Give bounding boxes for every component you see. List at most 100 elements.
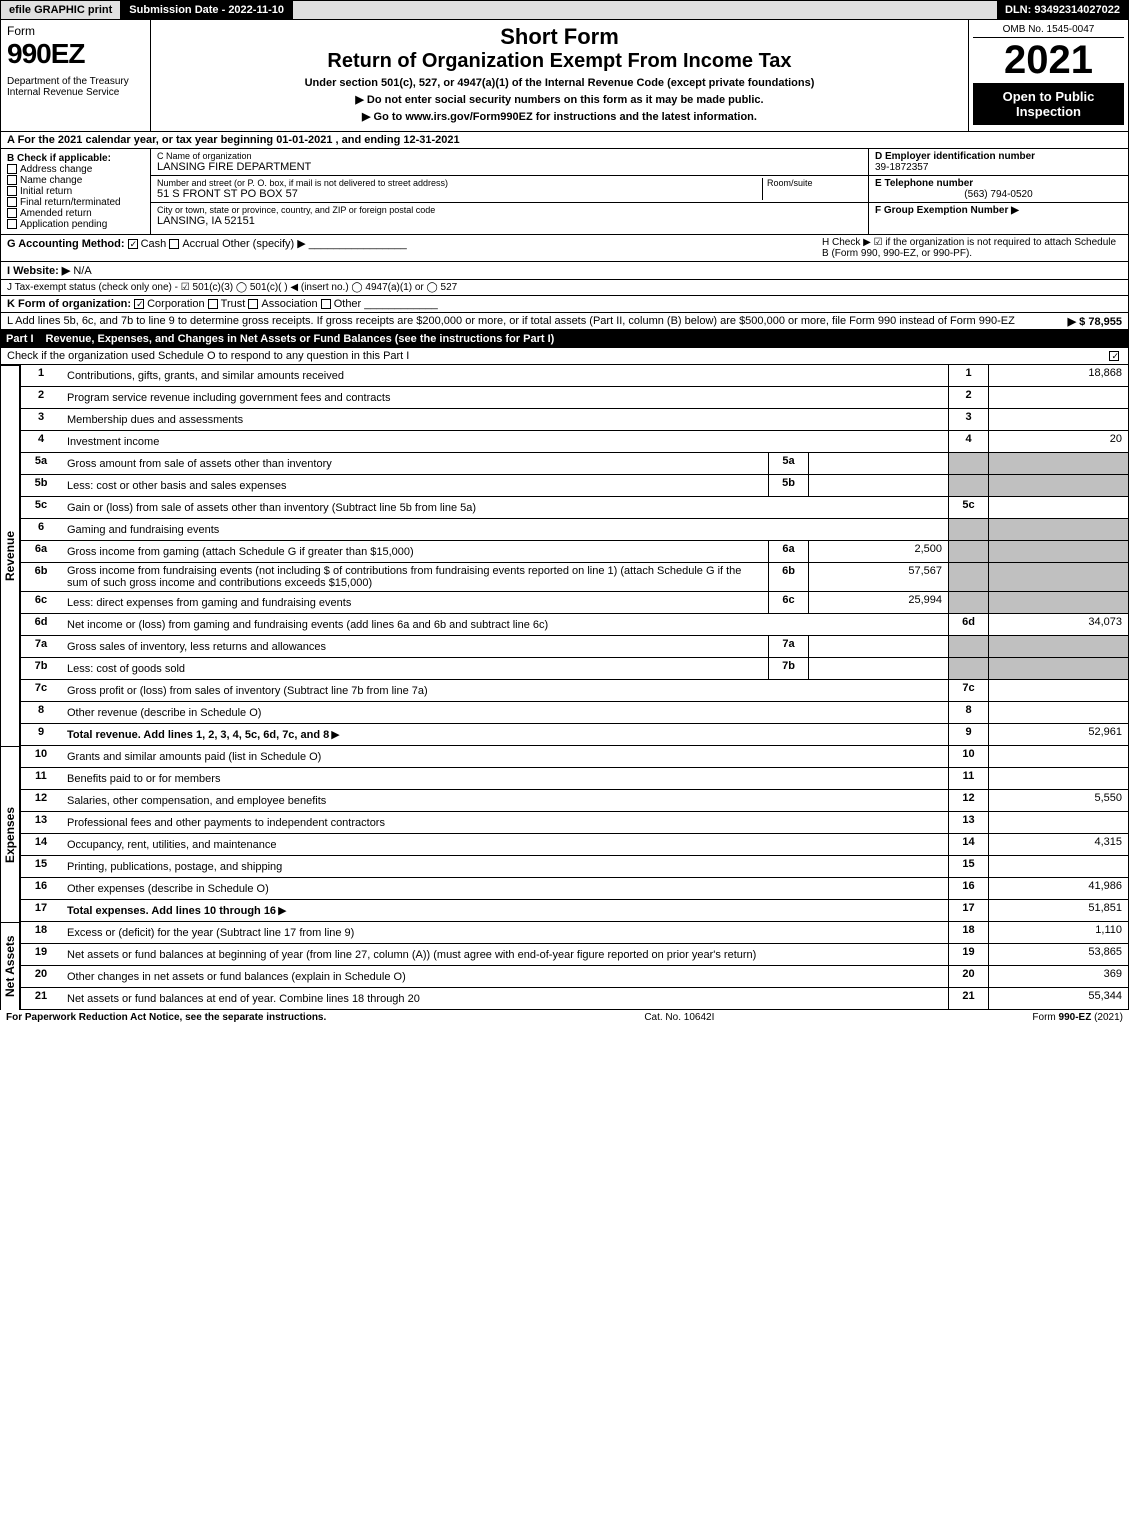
no-ssn-notice: ▶ Do not enter social security numbers o… <box>155 93 964 106</box>
section-b-c-d: B Check if applicable: Address change Na… <box>0 149 1129 235</box>
opt-other-org: Other <box>334 298 362 310</box>
org-address: 51 S FRONT ST PO BOX 57 <box>157 188 762 200</box>
line-7b: 7bLess: cost of goods sold7b <box>20 658 1129 680</box>
line-7a: 7aGross sales of inventory, less returns… <box>20 636 1129 658</box>
opt-association: Association <box>261 298 317 310</box>
line-10: 10Grants and similar amounts paid (list … <box>20 746 1129 768</box>
check-other-org[interactable] <box>321 299 331 309</box>
k-label: K Form of organization: <box>7 298 131 310</box>
line-3: 3Membership dues and assessments3 <box>20 409 1129 431</box>
line-16: 16Other expenses (describe in Schedule O… <box>20 878 1129 900</box>
omb-number: OMB No. 1545-0047 <box>973 24 1124 38</box>
line-8: 8Other revenue (describe in Schedule O)8 <box>20 702 1129 724</box>
line-l-gross-receipts: L Add lines 5b, 6c, and 7b to line 9 to … <box>0 313 1129 330</box>
opt-cash: Cash <box>141 238 167 250</box>
line-21: 21Net assets or fund balances at end of … <box>20 988 1129 1010</box>
check-association[interactable] <box>248 299 258 309</box>
line-i-website: I Website: ▶ N/A <box>0 262 1129 280</box>
line-11: 11Benefits paid to or for members11 <box>20 768 1129 790</box>
line-6c: 6cLess: direct expenses from gaming and … <box>20 592 1129 614</box>
line-5c: 5cGain or (loss) from sale of assets oth… <box>20 497 1129 519</box>
check-initial-return[interactable] <box>7 186 17 196</box>
ein: 39-1872357 <box>875 162 1122 173</box>
line-4: 4Investment income420 <box>20 431 1129 453</box>
part-1-schedule-o-check: Check if the organization used Schedule … <box>0 348 1129 365</box>
check-schedule-o[interactable] <box>1109 351 1119 361</box>
line-h: H Check ▶ ☑ if the organization is not r… <box>822 237 1122 259</box>
line-20: 20Other changes in net assets or fund ba… <box>20 966 1129 988</box>
part-1-header: Part I Revenue, Expenses, and Changes in… <box>0 330 1129 348</box>
opt-corporation: Corporation <box>147 298 204 310</box>
telephone: (563) 794-0520 <box>875 189 1122 200</box>
f-label: F Group Exemption Number ▶ <box>875 205 1122 216</box>
opt-final-return: Final return/terminated <box>20 197 121 208</box>
line-5a: 5aGross amount from sale of assets other… <box>20 453 1129 475</box>
section-d-e-f: D Employer identification number 39-1872… <box>868 149 1128 234</box>
footer-left: For Paperwork Reduction Act Notice, see … <box>6 1012 326 1023</box>
return-title: Return of Organization Exempt From Incom… <box>155 50 964 73</box>
line-14: 14Occupancy, rent, utilities, and mainte… <box>20 834 1129 856</box>
c-city-label: City or town, state or province, country… <box>157 205 862 215</box>
e-label: E Telephone number <box>875 178 1122 189</box>
c-name-label: C Name of organization <box>157 151 862 161</box>
dln: DLN: 93492314027022 <box>997 1 1128 19</box>
line-j-tax-exempt: J Tax-exempt status (check only one) - ☑… <box>0 280 1129 296</box>
l-amount: ▶ $ 78,955 <box>1068 315 1122 328</box>
top-bar: efile GRAPHIC print Submission Date - 20… <box>0 0 1129 20</box>
line-6d: 6dNet income or (loss) from gaming and f… <box>20 614 1129 636</box>
check-name-change[interactable] <box>7 175 17 185</box>
line-6: 6Gaming and fundraising events <box>20 519 1129 541</box>
check-trust[interactable] <box>208 299 218 309</box>
revenue-label: Revenue <box>0 365 20 746</box>
check-amended-return[interactable] <box>7 208 17 218</box>
section-c-org-info: C Name of organization LANSING FIRE DEPA… <box>151 149 868 234</box>
opt-application-pending: Application pending <box>20 219 107 230</box>
org-name: LANSING FIRE DEPARTMENT <box>157 161 862 173</box>
footer-cat-no: Cat. No. 10642I <box>326 1012 1032 1023</box>
form-number: 990EZ <box>7 38 144 70</box>
opt-address-change: Address change <box>20 164 92 175</box>
g-label: G Accounting Method: <box>7 238 125 250</box>
page-footer: For Paperwork Reduction Act Notice, see … <box>0 1010 1129 1025</box>
footer-form-ref: Form 990-EZ (2021) <box>1032 1012 1123 1023</box>
netassets-label: Net Assets <box>0 922 20 1010</box>
opt-trust: Trust <box>221 298 246 310</box>
b-label: B Check if applicable: <box>7 153 144 164</box>
opt-accrual: Accrual <box>182 238 219 250</box>
line-15: 15Printing, publications, postage, and s… <box>20 856 1129 878</box>
opt-initial-return: Initial return <box>20 186 72 197</box>
d-label: D Employer identification number <box>875 151 1122 162</box>
line-g-h: G Accounting Method: Cash Accrual Other … <box>0 235 1129 262</box>
line-1: 1Contributions, gifts, grants, and simil… <box>20 365 1129 387</box>
check-application-pending[interactable] <box>7 219 17 229</box>
efile-print-button[interactable]: efile GRAPHIC print <box>1 1 121 19</box>
line-2: 2Program service revenue including gover… <box>20 387 1129 409</box>
opt-other-specify: Other (specify) ▶ <box>222 238 306 250</box>
under-section: Under section 501(c), 527, or 4947(a)(1)… <box>155 77 964 89</box>
part-1-title: Revenue, Expenses, and Changes in Net As… <box>46 333 555 345</box>
i-label: I Website: ▶ <box>7 265 70 277</box>
part-1-sub: Check if the organization used Schedule … <box>7 350 409 362</box>
line-7c: 7cGross profit or (loss) from sales of i… <box>20 680 1129 702</box>
irs-label: Internal Revenue Service <box>7 87 144 98</box>
check-final-return[interactable] <box>7 197 17 207</box>
room-suite-label: Room/suite <box>762 178 862 200</box>
org-city: LANSING, IA 52151 <box>157 215 862 227</box>
line-9: 9Total revenue. Add lines 1, 2, 3, 4, 5c… <box>20 724 1129 746</box>
line-a-tax-year: A For the 2021 calendar year, or tax yea… <box>0 132 1129 149</box>
line-k-form-org: K Form of organization: Corporation Trus… <box>0 296 1129 313</box>
check-accrual[interactable] <box>169 239 179 249</box>
website-value: N/A <box>73 265 91 277</box>
expenses-label: Expenses <box>0 746 20 922</box>
check-cash[interactable] <box>128 239 138 249</box>
open-inspection: Open to Public Inspection <box>973 83 1124 125</box>
submission-date: Submission Date - 2022-11-10 <box>121 1 293 19</box>
form-header: Form 990EZ Department of the Treasury In… <box>0 20 1129 132</box>
line-12: 12Salaries, other compensation, and empl… <box>20 790 1129 812</box>
check-corporation[interactable] <box>134 299 144 309</box>
opt-name-change: Name change <box>20 175 82 186</box>
goto-link[interactable]: ▶ Go to www.irs.gov/Form990EZ for instru… <box>155 110 964 123</box>
line-18: 18Excess or (deficit) for the year (Subt… <box>20 922 1129 944</box>
section-b-checkboxes: B Check if applicable: Address change Na… <box>1 149 151 234</box>
check-address-change[interactable] <box>7 164 17 174</box>
